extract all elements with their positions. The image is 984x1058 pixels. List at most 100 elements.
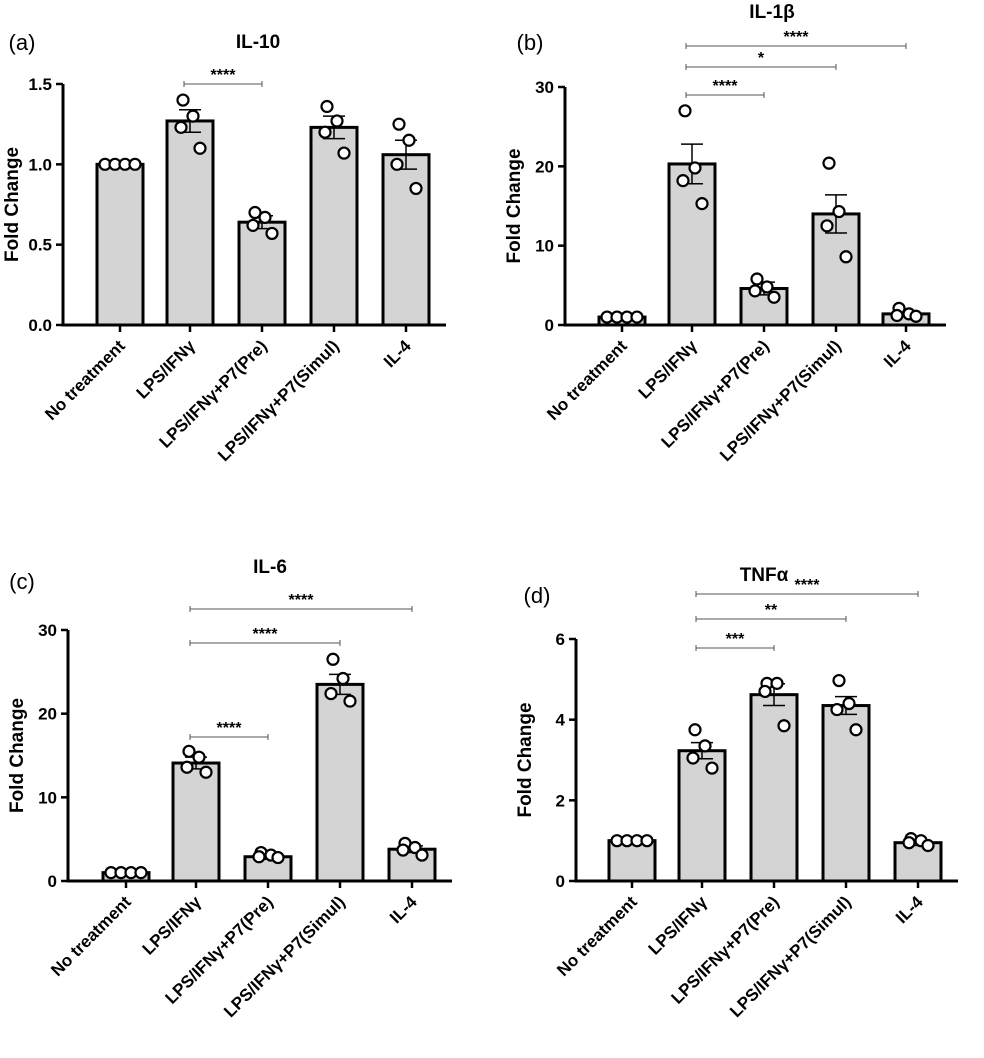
data-point [409,181,423,196]
y-tick-label: 20 [535,157,554,176]
data-point [415,848,429,862]
data-point [174,120,188,134]
data-point [271,850,285,865]
significance-label: **** [713,78,739,95]
chart-panel-b: (b) IL-1β Fold Change 0 10 20 30 No treatment LP… [492,0,984,525]
data-point [909,309,923,323]
data-point [186,109,200,123]
significance-label: **** [784,29,810,46]
data-point [767,290,781,304]
data-point [265,226,279,241]
data-point [760,280,774,294]
data-point [822,156,836,170]
data-point [192,750,206,764]
data-point [326,652,340,666]
data-point [688,723,702,737]
panel-label: (d) [524,583,551,608]
data-point [686,751,700,765]
data-point [402,133,416,147]
x-tick-label: LPS/IFNγ [635,336,702,403]
data-point [343,694,357,708]
panel-label: (a) [9,30,36,55]
y-tick-label: 10 [535,237,554,256]
data-point [902,836,916,850]
y-tick-label: 0.5 [28,236,52,255]
x-tick-label: IL-4 [880,336,915,371]
data-point [758,684,772,699]
data-point [678,104,692,118]
data-point [750,272,764,286]
data-point [180,760,194,774]
data-point [698,739,712,753]
chart-panel-d: (d) TNFα Fold Change 0 2 4 6 No treatment LPS/IF… [492,525,984,1053]
x-tick-label: IL-4 [386,892,421,927]
data-point [246,218,260,232]
panel-label: (b) [517,30,544,55]
data-point [176,93,190,107]
x-tick-label: LPS/IFNγ+P7(Simul) [214,336,343,465]
data-point [252,850,266,864]
chart-title: IL-6 [253,557,287,578]
bar [95,162,145,327]
data-point [630,310,644,324]
il10-chart: (a) IL-10 Fold Change 0.0 0.5 1.0 1.5 No treatm… [2,30,446,465]
y-tick-label: 6 [556,630,565,649]
y-axis-label: Fold Change [2,147,23,262]
data-point [849,723,863,737]
data-point [134,866,148,880]
data-point [777,719,791,733]
data-point [330,114,344,128]
x-tick-label: LPS/IFNγ [645,892,712,959]
panel-label: (c) [9,569,35,594]
data-point [318,125,332,139]
data-point [337,146,351,160]
bar [165,119,215,327]
significance-label: *** [726,631,745,648]
bar [237,220,287,327]
y-tick-label: 30 [535,78,554,97]
x-tick-label: LPS/IFNγ+P7(Simul) [726,892,855,1021]
significance-label: **** [211,67,237,84]
bar [381,153,431,327]
data-point [770,676,784,690]
data-point [182,744,196,758]
y-tick-label: 1.5 [28,75,52,94]
data-point [199,765,213,779]
data-point [193,141,207,155]
data-point [695,197,709,211]
x-tick-label: LPS/IFNγ+P7(Simul) [220,892,349,1021]
data-point [705,761,719,775]
significance-label: **** [217,720,243,737]
y-tick-label: 20 [38,705,57,724]
data-point [688,161,702,175]
data-point [396,843,410,857]
data-point [390,157,404,171]
data-point [921,838,935,853]
data-point [748,284,762,298]
chart-panel-c: (c) IL-6 Fold Change 0 10 20 30 No treatment LPS… [0,525,492,1053]
bar [749,693,799,883]
bar [315,682,365,883]
chart-title: IL-1β [749,2,794,23]
y-tick-label: 0 [545,316,554,335]
y-tick-label: 10 [38,788,57,807]
data-point [820,219,834,233]
data-point [839,250,853,264]
chart-title: TNFα [740,565,789,586]
bar [171,761,221,883]
data-point [324,686,338,701]
significance-label: * [758,50,765,67]
y-tick-label: 30 [38,621,57,640]
x-tick-label: No treatment [553,892,641,980]
data-point [336,671,350,686]
x-tick-label: No treatment [41,336,129,424]
y-tick-label: 0.0 [28,316,52,335]
data-point [258,210,272,224]
data-point [890,308,904,323]
x-tick-label: LPS/IFNγ+P7(Simul) [716,336,845,465]
y-tick-label: 1.0 [28,155,52,174]
data-point [320,99,334,114]
